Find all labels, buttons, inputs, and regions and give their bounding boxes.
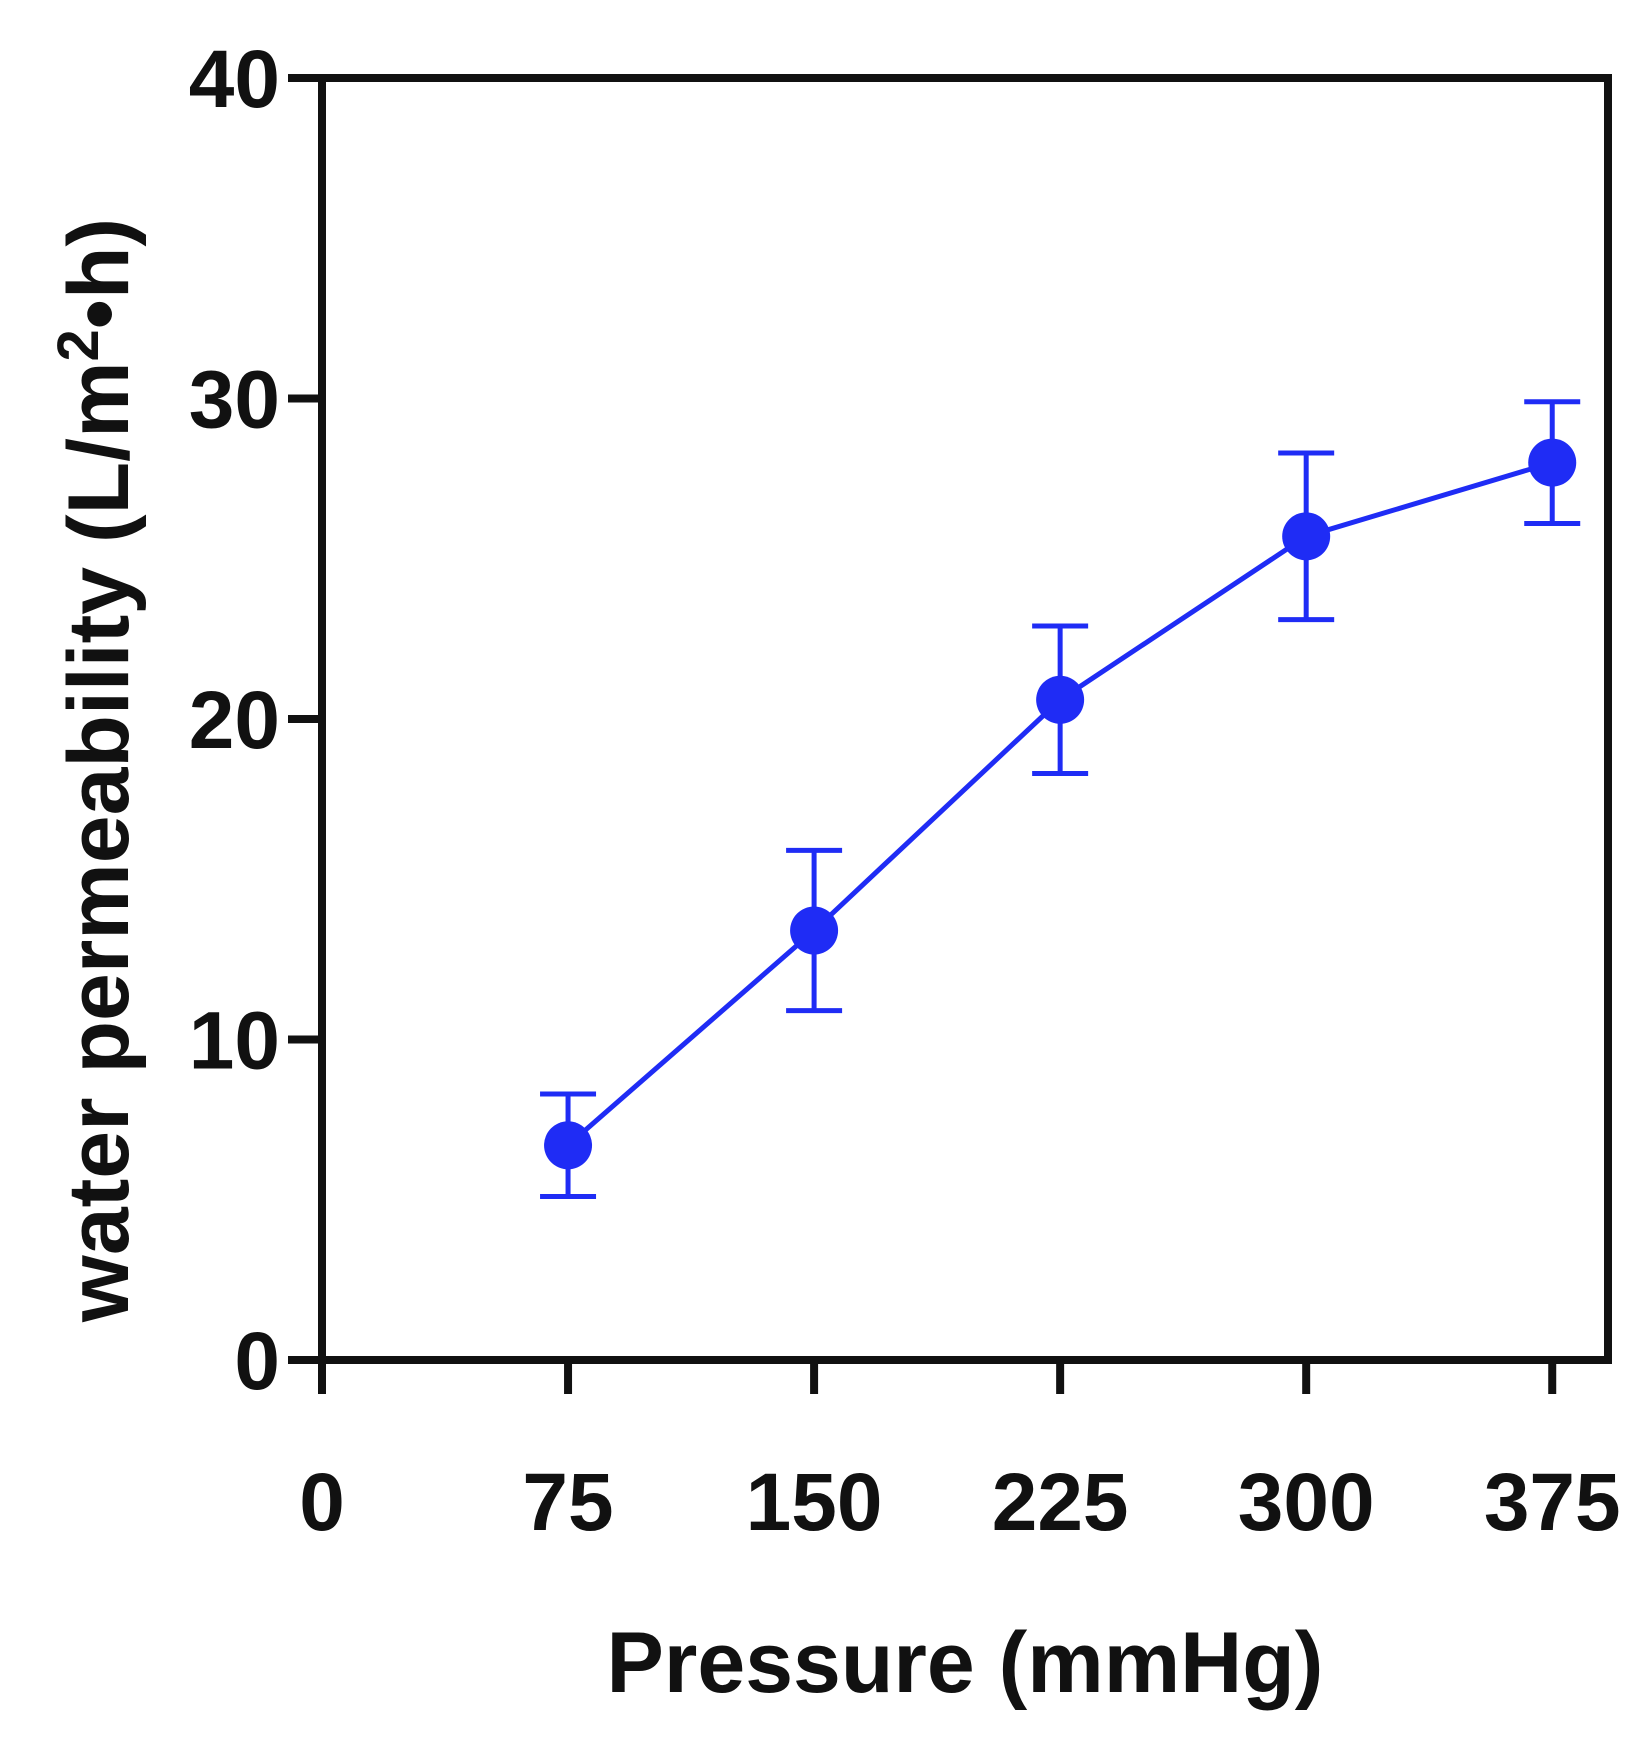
y-tick-label-30: 30: [189, 355, 280, 446]
x-axis-ticks: 0 75 150 225 300 375: [299, 1360, 1621, 1548]
x-axis-title: Pressure (mmHg): [607, 1615, 1324, 1711]
x-tick-label-375: 375: [1484, 1457, 1621, 1548]
y-tick-label-20: 20: [189, 675, 280, 766]
series-layer: [540, 399, 1581, 1200]
y-axis-title: water permeability (L/m2•h): [46, 218, 147, 1323]
data-point-300: [1282, 512, 1331, 561]
y-axis-title-tail: •h): [51, 218, 147, 329]
y-tick-label-0: 0: [234, 1316, 280, 1407]
x-tick-label-0: 0: [299, 1457, 345, 1548]
y-tick-label-40: 40: [189, 34, 280, 125]
x-tick-label-75: 75: [522, 1457, 613, 1548]
y-axis-title-main: water permeability (L/m: [51, 361, 147, 1323]
data-point-150: [790, 906, 839, 955]
data-point-75: [544, 1121, 593, 1170]
y-axis-title-sup: 2: [46, 329, 111, 361]
y-tick-label-10: 10: [189, 996, 280, 1087]
data-point-375: [1528, 438, 1577, 487]
y-axis-ticks: 0 10 20 30 40: [189, 34, 322, 1407]
x-tick-label-300: 300: [1238, 1457, 1375, 1548]
x-tick-label-225: 225: [992, 1457, 1129, 1548]
x-tick-label-150: 150: [746, 1457, 883, 1548]
data-point-225: [1036, 675, 1085, 724]
